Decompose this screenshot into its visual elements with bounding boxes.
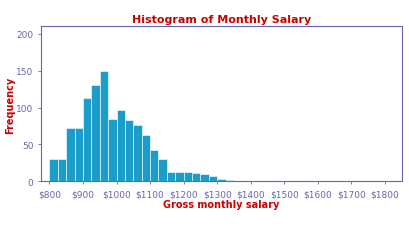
Bar xyxy=(200,174,208,182)
Bar xyxy=(125,121,133,182)
Bar xyxy=(258,181,267,182)
Bar xyxy=(83,99,91,182)
Title: Histogram of Monthly Salary: Histogram of Monthly Salary xyxy=(131,15,310,25)
Bar xyxy=(191,173,200,182)
Bar xyxy=(183,172,191,182)
Bar xyxy=(74,128,83,182)
Bar xyxy=(234,181,242,182)
Bar xyxy=(158,160,166,182)
Bar xyxy=(217,179,225,182)
Bar xyxy=(116,110,125,182)
Bar xyxy=(150,151,158,182)
Bar xyxy=(225,180,234,182)
Bar xyxy=(66,128,74,182)
Bar xyxy=(91,86,99,182)
Bar xyxy=(58,160,66,182)
Bar xyxy=(133,125,142,182)
Bar xyxy=(142,135,150,182)
Bar xyxy=(166,172,175,182)
Bar xyxy=(175,172,183,182)
Bar xyxy=(250,181,258,182)
Bar xyxy=(99,71,108,182)
Bar xyxy=(208,176,217,182)
Y-axis label: Frequency: Frequency xyxy=(5,76,15,133)
Bar xyxy=(49,160,58,182)
X-axis label: Gross monthly salary: Gross monthly salary xyxy=(163,200,279,210)
Bar xyxy=(108,119,116,182)
